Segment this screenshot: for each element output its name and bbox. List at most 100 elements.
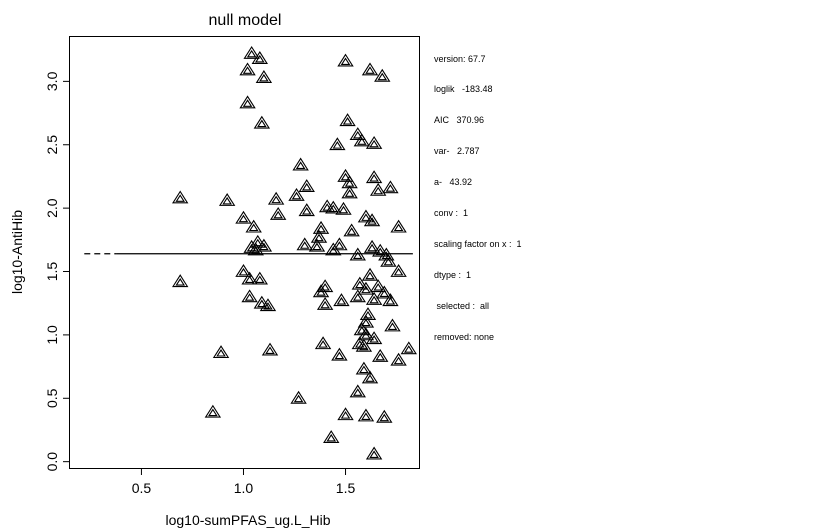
data-point	[349, 289, 366, 303]
data-point	[353, 133, 371, 147]
data-point	[349, 384, 366, 398]
y-axis: 0.0 0.5 1.0 1.5 2.0 2.5 3.0	[44, 71, 70, 471]
data-point	[251, 51, 269, 64]
data-point	[318, 199, 336, 213]
plot-frame	[69, 36, 420, 469]
data-point	[172, 190, 189, 204]
info-conv: conv : 1	[434, 208, 469, 219]
data-point	[369, 279, 387, 293]
data-point	[363, 239, 381, 253]
info-removed: removed: none	[434, 331, 495, 342]
data-point	[245, 219, 262, 233]
data-point	[363, 213, 381, 227]
data-points	[172, 45, 417, 460]
data-point	[312, 284, 330, 298]
x-tick-label: 0.5	[132, 480, 152, 496]
data-point	[331, 347, 348, 361]
data-point	[296, 237, 313, 251]
y-tick-label: 2.0	[44, 198, 60, 218]
data-point	[298, 179, 315, 192]
data-point	[247, 242, 264, 256]
x-axis: 0.5 1.0 1.5	[132, 468, 355, 496]
data-point	[325, 200, 342, 214]
data-point	[349, 127, 366, 141]
data-point	[365, 446, 383, 460]
data-point	[372, 348, 389, 362]
data-point	[333, 293, 350, 307]
y-tick-label: 1.5	[44, 262, 60, 282]
y-tick-label: 2.5	[44, 135, 60, 155]
data-point	[308, 238, 326, 252]
data-point	[312, 220, 330, 234]
data-point	[325, 242, 342, 256]
data-point	[329, 137, 346, 151]
data-point	[361, 370, 379, 384]
data-point	[384, 318, 401, 332]
data-point	[212, 345, 230, 359]
data-point	[365, 135, 383, 149]
data-point	[382, 293, 399, 307]
info-dtype: dtype : 1	[434, 269, 472, 280]
data-point	[374, 68, 391, 82]
data-point	[341, 185, 358, 199]
chart-title: null model	[209, 12, 282, 29]
data-point	[335, 201, 352, 215]
data-point	[357, 327, 375, 341]
data-point	[259, 298, 277, 312]
data-point	[369, 182, 387, 196]
data-point	[241, 289, 258, 303]
data-point	[343, 223, 360, 237]
data-point	[355, 338, 373, 352]
model-info-panel: version: 67.7 loglik -183.48 AIC 370.96 …	[434, 33, 522, 352]
data-point	[359, 307, 377, 321]
info-loglik: loglik -183.48	[434, 84, 493, 95]
data-point	[288, 187, 305, 201]
data-point	[251, 271, 269, 285]
data-point	[253, 295, 271, 309]
data-point	[382, 180, 399, 194]
data-point	[337, 53, 354, 67]
data-point	[323, 430, 340, 443]
data-point	[235, 210, 252, 224]
data-point	[390, 219, 407, 233]
data-point	[376, 285, 393, 299]
data-point	[339, 113, 356, 127]
data-point	[314, 336, 332, 350]
data-point	[267, 191, 285, 205]
data-point	[376, 409, 393, 423]
x-tick-label: 1.0	[234, 480, 254, 496]
data-point	[337, 407, 354, 421]
data-point	[365, 331, 383, 345]
data-point	[235, 264, 252, 277]
data-point	[361, 267, 379, 281]
data-point	[380, 253, 397, 267]
data-point	[357, 314, 375, 328]
data-point	[372, 243, 389, 257]
data-point	[351, 276, 369, 290]
data-point	[355, 361, 373, 375]
data-point	[316, 296, 334, 310]
data-point	[253, 115, 271, 129]
data-point	[337, 168, 354, 182]
data-point	[365, 291, 383, 305]
info-scaling-factor: scaling factor on x : 1	[434, 238, 522, 249]
x-axis-label: log10-sumPFAS_ug.L_Hib	[166, 512, 331, 528]
data-point	[204, 404, 222, 418]
data-point	[239, 95, 256, 109]
data-point	[365, 170, 383, 184]
data-point	[390, 352, 407, 366]
data-point	[357, 281, 375, 295]
data-point	[239, 62, 256, 76]
data-point	[361, 62, 379, 76]
data-point	[261, 342, 279, 356]
info-var: var- 2.787	[434, 146, 480, 157]
data-point	[400, 341, 417, 355]
data-point	[218, 193, 236, 206]
data-point	[255, 238, 273, 252]
data-point	[390, 264, 407, 277]
y-tick-label: 1.0	[44, 325, 60, 345]
data-point	[331, 237, 348, 251]
data-point	[357, 408, 375, 422]
data-point	[290, 390, 307, 404]
